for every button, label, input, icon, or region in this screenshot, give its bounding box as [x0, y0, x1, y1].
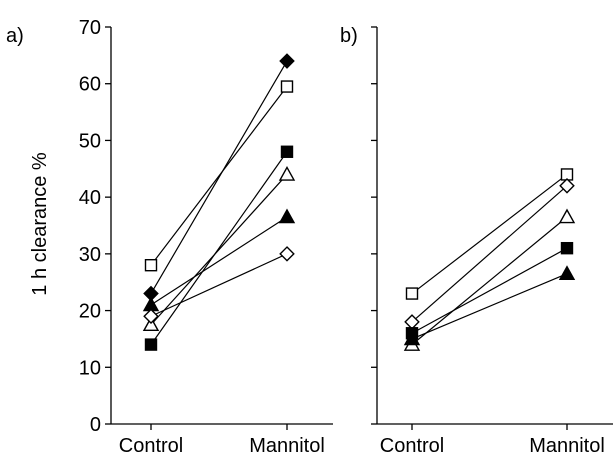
y-tick-label: 20	[79, 301, 101, 323]
y-tick-label: 40	[79, 187, 101, 209]
data-point-diamond-open	[143, 308, 159, 325]
data-point-triangle-open	[558, 208, 576, 224]
series-line	[150, 60, 288, 294]
panel-b: Control Mannitol	[371, 26, 613, 457]
data-point-triangle-filled	[558, 265, 576, 281]
data-point-square-open	[405, 287, 419, 300]
series-line	[411, 247, 568, 334]
data-point-triangle-filled	[278, 208, 296, 224]
panel-a: 0 10 20 30 40 50 60 70 Control Mannitol	[79, 17, 333, 457]
y-tick-label: 30	[79, 244, 101, 266]
y-tick-label: 10	[79, 357, 101, 379]
series-line	[150, 151, 288, 345]
x-tick-label: Mannitol	[529, 435, 605, 457]
data-point-square-filled	[280, 145, 294, 158]
series-line	[150, 86, 288, 266]
series-line	[150, 253, 288, 317]
y-tick-label: 0	[90, 414, 101, 436]
series-line	[150, 174, 288, 326]
series-line	[411, 273, 568, 340]
panel-b-label: b)	[340, 25, 358, 47]
data-point-diamond-open	[559, 178, 575, 194]
data-point-triangle-open	[278, 166, 296, 181]
x-tick-label: Control	[119, 435, 183, 457]
data-point-square-filled	[144, 338, 158, 351]
y-tick-label: 70	[79, 17, 101, 39]
x-tick-label: Control	[380, 435, 444, 457]
series-line	[411, 173, 568, 295]
series-line	[150, 216, 288, 306]
data-point-diamond-filled	[279, 53, 295, 69]
x-tick-label: Mannitol	[249, 435, 325, 457]
data-point-square-open	[280, 80, 294, 93]
y-axis-label: 1 h clearance %	[29, 152, 51, 296]
data-point-square-open	[144, 259, 158, 272]
data-point-square-filled	[560, 241, 574, 255]
data-point-diamond-open	[279, 246, 295, 262]
y-tick-label: 50	[79, 130, 101, 152]
series-line	[411, 216, 568, 346]
data-point-triangle-filled	[403, 330, 421, 346]
data-point-triangle-open	[142, 316, 160, 332]
y-tick-label: 60	[79, 74, 101, 96]
panel-a-label: a)	[6, 25, 24, 47]
series-line	[411, 185, 568, 323]
